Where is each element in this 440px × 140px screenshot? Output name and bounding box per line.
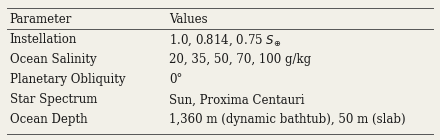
Text: Star Spectrum: Star Spectrum [10,93,97,106]
Text: Sun, Proxima Centauri: Sun, Proxima Centauri [169,93,305,106]
Text: 1.0, 0.814, 0.75 $S_{\oplus}$: 1.0, 0.814, 0.75 $S_{\oplus}$ [169,32,282,48]
Text: 0°: 0° [169,73,183,86]
Text: Values: Values [169,13,208,26]
Text: Instellation: Instellation [10,33,77,46]
Text: Parameter: Parameter [10,13,72,26]
Text: 20, 35, 50, 70, 100 g/kg: 20, 35, 50, 70, 100 g/kg [169,53,312,66]
Text: Ocean Depth: Ocean Depth [10,114,87,126]
Text: Planetary Obliquity: Planetary Obliquity [10,73,125,86]
Text: Ocean Salinity: Ocean Salinity [10,53,96,66]
Text: 1,360 m (dynamic bathtub), 50 m (slab): 1,360 m (dynamic bathtub), 50 m (slab) [169,114,406,126]
